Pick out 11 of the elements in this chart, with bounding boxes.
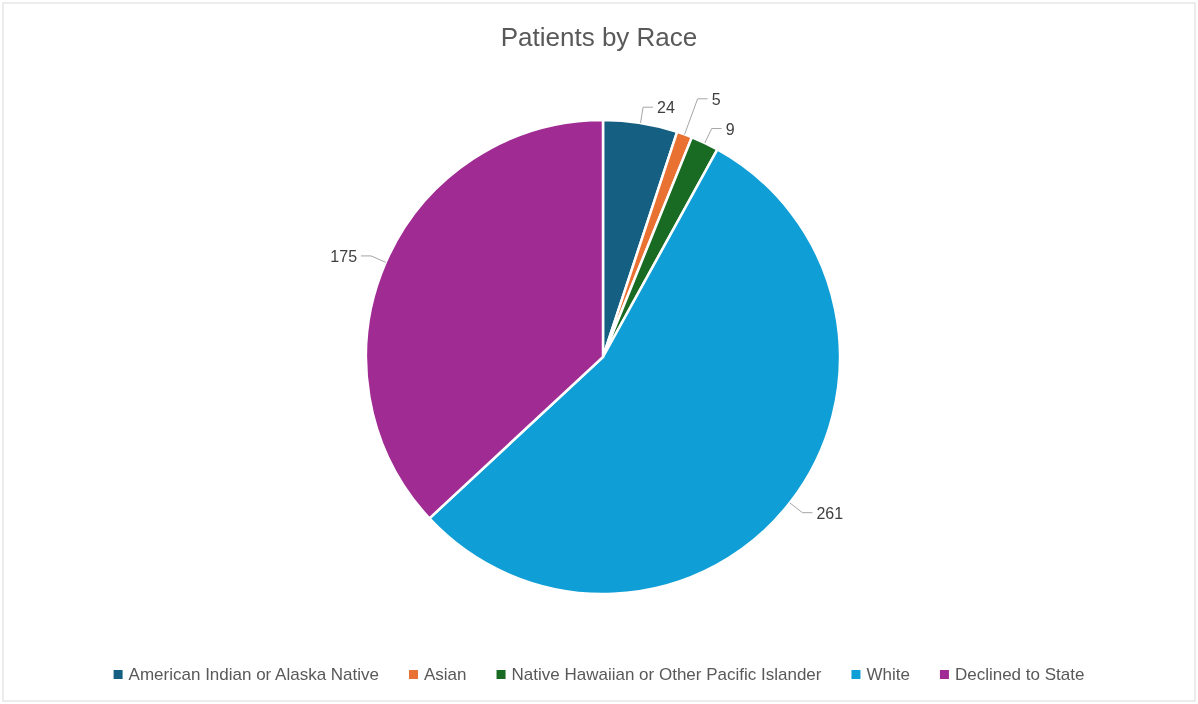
legend-label: Native Hawaiian or Other Pacific Islander [511, 665, 822, 684]
chart-title: Patients by Race [500, 22, 698, 52]
data-label: 9 [725, 120, 735, 138]
data-label: 175 [330, 247, 358, 265]
legend-label: Declined to State [954, 665, 1085, 684]
data-label: 24 [657, 99, 675, 117]
legend-label: Asian [424, 665, 467, 684]
data-label: 261 [816, 504, 844, 522]
data-label: 5 [711, 90, 721, 108]
legend-label: White [866, 665, 910, 684]
legend-label: American Indian or Alaska Native [128, 665, 380, 684]
